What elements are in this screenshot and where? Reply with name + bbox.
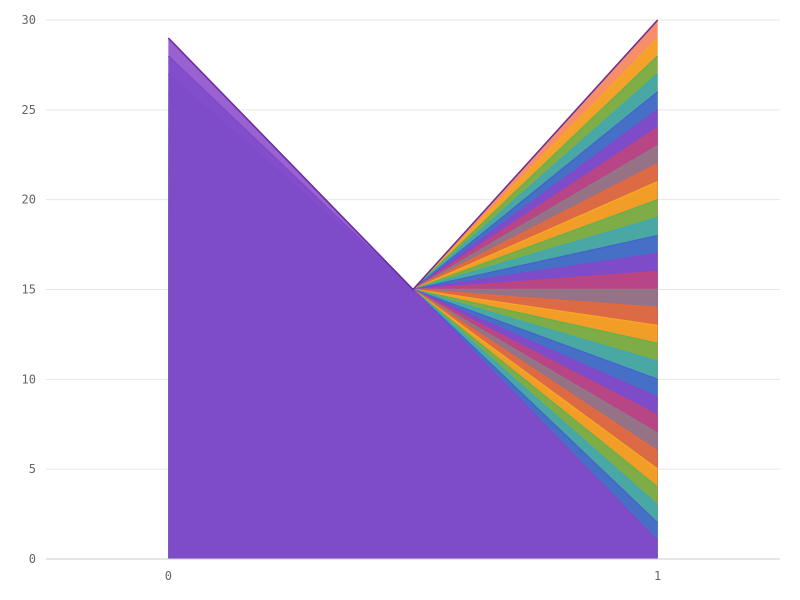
y-axis-tick-labels: 0 5 10 15 20 25 30 <box>22 13 36 566</box>
x-tick-label: 1 <box>654 569 661 583</box>
y-tick-label: 30 <box>22 13 36 27</box>
y-tick-label: 5 <box>29 462 36 476</box>
y-tick-label: 20 <box>22 193 36 207</box>
area-series-1 <box>168 37 658 559</box>
y-tick-label: 25 <box>22 103 36 117</box>
area-series-group <box>167 19 659 560</box>
x-tick-label: 0 <box>165 569 172 583</box>
y-tick-label: 0 <box>29 552 36 566</box>
envelope-line <box>167 19 659 291</box>
y-tick-label: 15 <box>22 283 36 297</box>
y-tick-label: 10 <box>22 372 36 386</box>
